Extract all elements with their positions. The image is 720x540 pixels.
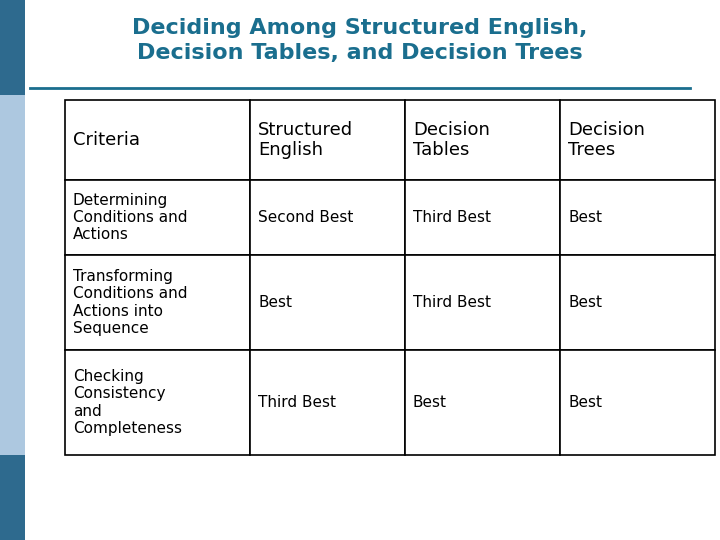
Text: Transforming
Conditions and
Actions into
Sequence: Transforming Conditions and Actions into… [73, 269, 187, 336]
Bar [65, 180, 250, 255]
Text: Best: Best [413, 395, 447, 410]
Text: Determining
Conditions and
Actions: Determining Conditions and Actions [73, 193, 187, 242]
Bar [405, 180, 560, 255]
Text: Best: Best [568, 210, 602, 225]
Text: Criteria: Criteria [73, 131, 140, 149]
Bar [560, 180, 715, 255]
Text: Decision
Trees: Decision Trees [568, 120, 645, 159]
Bar [560, 255, 715, 350]
Bar [0, 95, 25, 455]
Bar [405, 350, 560, 455]
Bar [65, 100, 250, 180]
Text: Third Best: Third Best [258, 395, 336, 410]
Bar [65, 350, 250, 455]
Bar [560, 100, 715, 180]
Bar [0, 0, 25, 95]
Bar [250, 350, 405, 455]
Text: Third Best: Third Best [413, 210, 491, 225]
Text: Checking
Consistency
and
Completeness: Checking Consistency and Completeness [73, 369, 182, 436]
Text: Decision
Tables: Decision Tables [413, 120, 490, 159]
Bar [405, 100, 560, 180]
Text: Best: Best [568, 295, 602, 310]
Bar [250, 255, 405, 350]
Bar [250, 180, 405, 255]
Text: Third Best: Third Best [413, 295, 491, 310]
Text: Deciding Among Structured English,
Decision Tables, and Decision Trees: Deciding Among Structured English, Decis… [132, 18, 588, 63]
Bar [65, 255, 250, 350]
Bar [560, 350, 715, 455]
Bar [405, 255, 560, 350]
Text: Best: Best [568, 395, 602, 410]
Text: Structured
English: Structured English [258, 120, 353, 159]
Text: Second Best: Second Best [258, 210, 354, 225]
Bar [250, 100, 405, 180]
Bar [0, 455, 25, 540]
Text: Best: Best [258, 295, 292, 310]
